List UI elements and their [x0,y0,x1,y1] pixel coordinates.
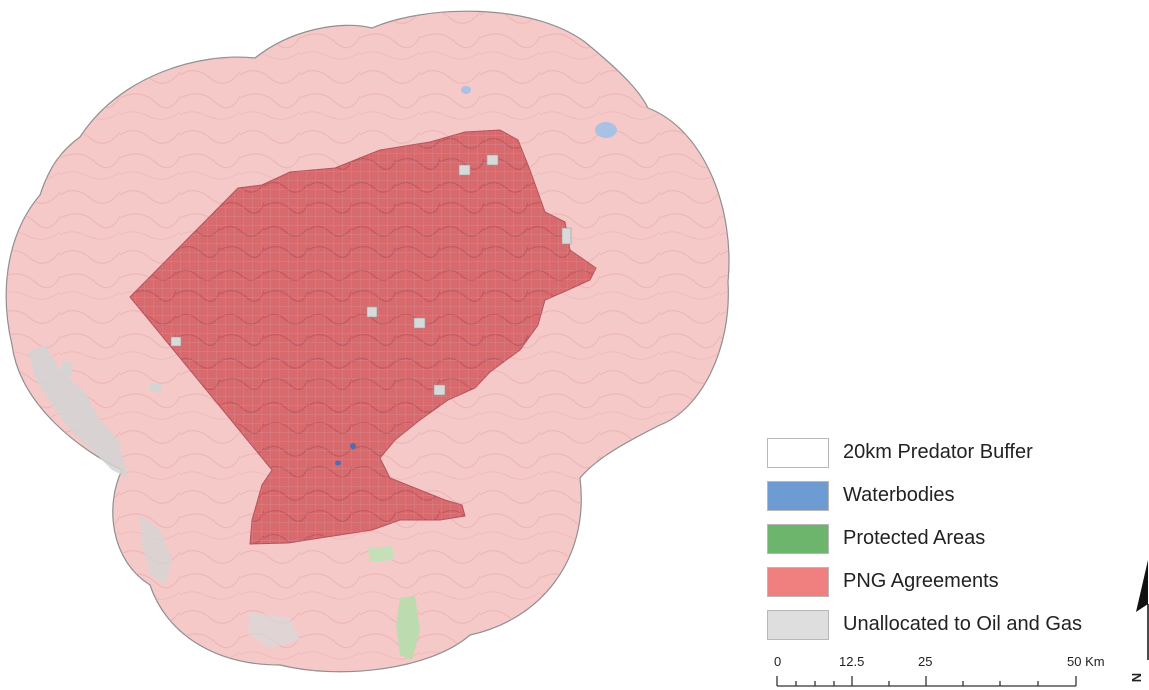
png-agreements-area [129,129,597,545]
legend-item-protected-areas: Protected Areas [767,517,1137,560]
legend-swatch [767,480,829,511]
protected-area-1 [396,596,420,660]
legend-item-unallocated: Unallocated to Oil and Gas [767,603,1137,646]
scale-tick-label-0: 0 [774,654,782,669]
legend-label: 20km Predator Buffer [843,441,1033,463]
north-arrow-icon [1136,560,1149,660]
waterbody-small-1 [350,443,356,449]
protected-area-2 [368,546,394,562]
unallocated-patch-west [28,345,128,478]
scale-bar: 0 12.5 25 50 Km [770,654,1105,690]
legend-swatch [767,609,829,640]
unallocated-patch-south [248,612,300,648]
agreement-grid [130,130,596,544]
legend-item-png-agreements: PNG Agreements [767,560,1137,603]
unallocated-parcel-6 [170,336,182,347]
waterbody-lake-north [461,86,471,94]
legend-swatch [767,566,829,597]
legend-label: PNG Agreements [843,570,999,592]
unallocated-parcel-3 [561,227,572,245]
unallocated-patch-southwest [140,515,172,585]
unallocated-parcel-2 [486,154,499,166]
scalebar-graphic [776,676,1077,687]
legend-item-predator-buffer: 20km Predator Buffer [767,431,1137,474]
legend-label: Unallocated to Oil and Gas [843,613,1083,635]
unallocated-parcel-5 [413,317,426,329]
unallocated-parcel-7 [433,384,446,396]
legend-label: Protected Areas [843,527,986,549]
unallocated-patch-small-1 [62,362,72,376]
legend-swatch [767,523,829,554]
unallocated-parcel-1 [458,164,471,176]
scale-tick-label-25: 25 [918,654,933,669]
legend-label: Waterbodies [843,484,955,506]
waterbody-lake-northeast [595,122,617,138]
scale-tick-label-50: 50 Km [1067,654,1105,669]
map-legend: 20km Predator Buffer Waterbodies Protect… [767,431,1137,646]
scale-tick-label-12-5: 12.5 [839,654,865,669]
legend-swatch [767,437,829,468]
legend-item-waterbodies: Waterbodies [767,474,1137,517]
north-arrow: N [1128,560,1149,690]
unallocated-parcel-4 [366,306,378,318]
waterbody-small-2 [335,460,341,466]
unallocated-patch-small-2 [150,384,162,392]
north-label: N [1129,672,1145,683]
